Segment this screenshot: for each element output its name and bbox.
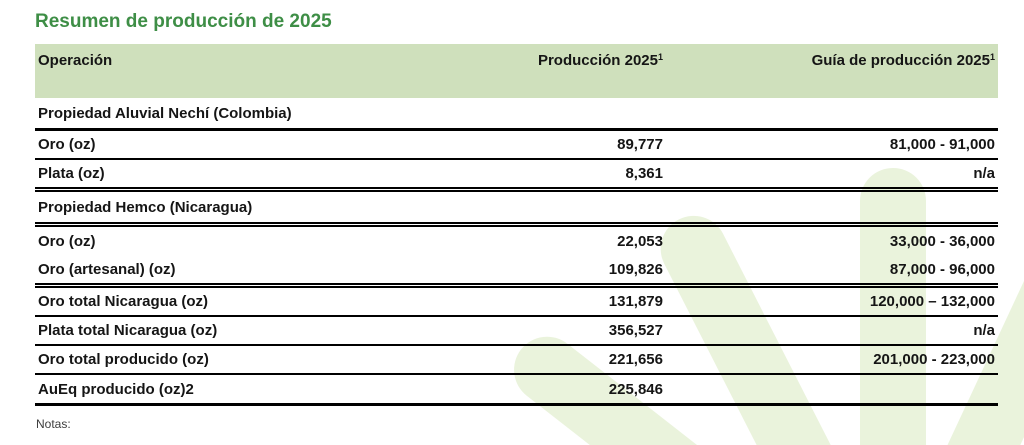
guidance-value: 87,000 - 96,000 [889,261,995,278]
row-label: Plata (oz) [38,165,105,182]
row-label: Propiedad Hemco (Nicaragua) [38,198,253,216]
production-value: 22,053 [617,233,663,250]
table-section-row: Propiedad Aluvial Nechí (Colombia) [35,98,998,131]
table-row: Plata (oz) 8,361 n/a [35,160,998,189]
production-value: 131,879 [608,293,663,310]
production-summary-table: Operación Producción 20251 Guía de produ… [35,44,998,406]
row-label: Oro total Nicaragua (oz) [38,293,209,310]
guidance-value: n/a [973,165,995,182]
page-title: Resumen de producción de 2025 [35,11,332,32]
double-rule [35,189,998,192]
table-row: Plata total Nicaragua (oz) 356,527 n/a [35,317,998,346]
row-label: AuEq producido (oz)2 [38,380,194,398]
row-label: Oro (oz) [38,136,96,153]
row-label: Plata total Nicaragua (oz) [38,322,218,339]
table-row: Oro (oz) 22,053 33,000 - 36,000 [35,227,998,256]
guidance-value: 120,000 – 132,000 [869,293,995,310]
double-rule [35,224,998,227]
row-label: Oro (oz) [38,233,96,250]
production-value: 89,777 [617,136,663,153]
column-header-label: Guía de producción 2025 [811,52,990,69]
production-value: 109,826 [608,261,663,278]
row-label: Propiedad Aluvial Nechí (Colombia) [38,104,292,122]
table-header-row: Operación Producción 20251 Guía de produ… [35,44,998,98]
column-header-label: Operación [38,52,113,69]
column-header-operacion: Operación [35,52,493,98]
column-header-label: Producción 2025 [537,52,658,69]
guidance-value: 201,000 - 223,000 [873,351,995,368]
column-header-superscript: 1 [989,52,995,62]
guidance-value: 33,000 - 36,000 [889,233,995,250]
row-label: Oro total producido (oz) [38,351,209,368]
table-body: Propiedad Aluvial Nechí (Colombia) Oro (o… [35,98,998,406]
guidance-value: n/a [973,322,995,339]
table-row: Oro (oz) 89,777 81,000 - 91,000 [35,131,998,160]
double-rule [35,285,998,288]
guidance-value: 81,000 - 91,000 [889,136,995,153]
table-row: Oro total producido (oz) 221,656 201,000 -… [35,346,998,375]
column-header-produccion-2025: Producción 20251 [493,52,663,98]
column-header-superscript: 1 [657,52,663,62]
production-value: 221,656 [608,351,663,368]
column-header-guia-produccion-2025: Guía de producción 20251 [663,52,998,98]
table-section-row: Propiedad Hemco (Nicaragua) [35,192,998,224]
table-row: AuEq producido (oz)2 225,846 [35,375,998,406]
production-value: 356,527 [608,322,663,339]
row-label: Oro (artesanal) (oz) [38,261,176,278]
report-section: Resumen de producción de 2025 Operación … [35,0,998,431]
table-row: Oro (artesanal) (oz) 109,826 87,000 - 96,0… [35,256,998,285]
table-row: Oro total Nicaragua (oz) 131,879 120,000 –… [35,288,998,317]
production-value: 8,361 [625,165,663,182]
notes-label: Notas: [36,417,71,431]
production-value: 225,846 [608,380,663,398]
